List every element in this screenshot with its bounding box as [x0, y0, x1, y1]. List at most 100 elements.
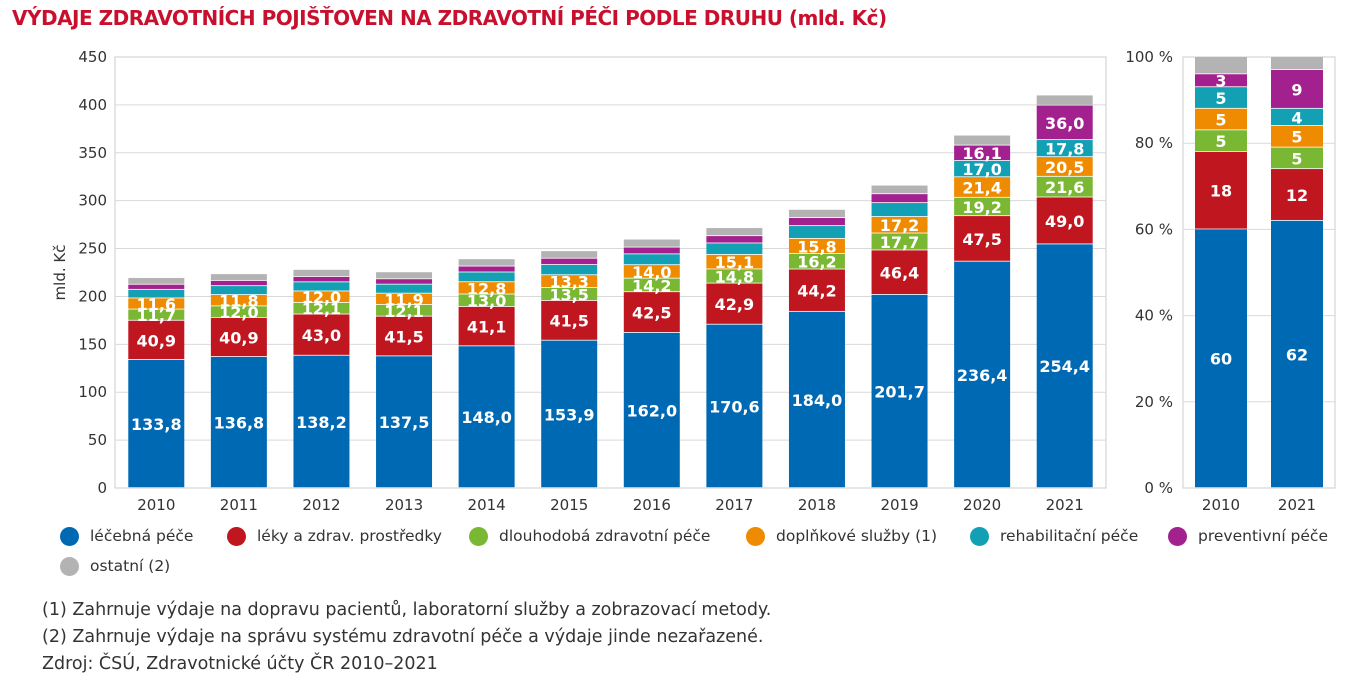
main-chart-bar-segment	[871, 250, 928, 295]
share-chart-data-label: 3	[1215, 72, 1226, 91]
main-chart-y-tick-label: 250	[78, 240, 107, 258]
main-chart-plot-frame	[114, 56, 1107, 489]
main-chart-bar-segment	[541, 258, 598, 265]
main-chart-bar-segment	[458, 259, 515, 266]
main-chart-bar-segment	[128, 320, 185, 360]
share-chart-bar-segment	[1195, 74, 1247, 87]
main-chart-data-label: 43,0	[302, 326, 341, 345]
main-chart-bar-segment	[706, 228, 763, 236]
main-chart-bar-segment	[706, 243, 763, 255]
main-chart-x-tick-label: 2014	[468, 496, 506, 514]
share-chart-bar-segment	[1271, 125, 1323, 147]
main-chart-data-label: 49,0	[1045, 212, 1084, 231]
legend-label: ostatní (2)	[90, 557, 171, 575]
main-chart-bar-segment	[871, 185, 928, 194]
legend-swatch	[970, 527, 989, 546]
share-chart-y-tick-label: 60 %	[1135, 220, 1173, 238]
main-chart-bar-segment	[541, 251, 598, 258]
main-chart-y-axis-label: mld. Kč	[51, 245, 69, 301]
share-chart-data-label: 4	[1291, 108, 1302, 127]
main-chart-data-label: 201,7	[874, 382, 925, 401]
legend-swatch	[60, 527, 79, 546]
footnote-2: (2) Zahrnuje výdaje na správu systému zd…	[42, 627, 764, 647]
legend-swatch	[227, 527, 246, 546]
main-chart-data-label: 138,2	[296, 413, 347, 432]
main-chart-data-label: 133,8	[131, 415, 182, 434]
main-chart-x-tick-label: 2020	[963, 496, 1001, 514]
main-chart-bar-segment	[293, 355, 350, 488]
main-chart-y-tick-label: 150	[78, 335, 107, 353]
main-chart-data-label: 41,1	[467, 318, 506, 337]
main-chart-data-label: 40,9	[219, 328, 258, 347]
main-chart-data-label: 153,9	[544, 405, 595, 424]
main-chart-x-tick-label: 2015	[550, 496, 588, 514]
main-chart-bar-segment	[210, 295, 267, 306]
main-chart-bar-segment	[623, 265, 680, 278]
share-chart-bar-segment	[1195, 229, 1247, 488]
share-chart-data-label: 5	[1215, 89, 1226, 108]
share-chart-bar-segment	[1195, 151, 1247, 229]
main-chart-bar-segment	[706, 283, 763, 324]
main-chart-data-label: 11,9	[384, 290, 423, 309]
main-chart-bar-segment	[541, 340, 598, 488]
main-chart-data-label: 16,1	[962, 144, 1001, 163]
share-chart-x-tick-label: 2021	[1278, 496, 1316, 514]
main-chart-y-tick-label: 200	[78, 287, 107, 305]
legend-label: doplňkové služby (1)	[776, 527, 938, 545]
main-chart-y-tick-label: 350	[78, 144, 107, 162]
main-chart-data-label: 13,5	[549, 285, 588, 304]
main-chart-bar-segment	[376, 316, 433, 356]
main-chart-data-label: 13,0	[467, 292, 506, 311]
main-chart-bar-segment	[458, 306, 515, 346]
main-chart-bar-segment	[128, 284, 185, 289]
main-chart-data-label: 184,0	[792, 391, 843, 410]
main-chart-x-tick-label: 2019	[880, 496, 918, 514]
main-chart-bar-segment	[623, 247, 680, 254]
main-chart-bar-segment	[458, 294, 515, 307]
main-chart-x-tick-label: 2010	[137, 496, 175, 514]
share-chart-data-label: 5	[1215, 110, 1226, 129]
main-chart-bar-segment	[1036, 176, 1093, 197]
main-chart-bar-segment	[623, 254, 680, 265]
share-chart-bar-segment	[1271, 220, 1323, 488]
main-chart-x-tick-label: 2011	[220, 496, 258, 514]
main-chart-bar-segment	[376, 356, 433, 488]
legend-label: dlouhodobá zdravotní péče	[499, 527, 711, 545]
main-chart-bar-segment	[293, 276, 350, 282]
share-chart-data-label: 9	[1291, 80, 1302, 99]
share-chart-bar-segment	[1195, 87, 1247, 108]
main-chart-bar-segment	[871, 203, 928, 217]
share-chart-bar-segment	[1271, 69, 1323, 108]
main-chart-bar-segment	[1036, 157, 1093, 176]
share-chart-x-tick-label: 2010	[1202, 496, 1240, 514]
footnote-1: (1) Zahrnuje výdaje na dopravu pacientů,…	[42, 600, 772, 620]
main-chart-bar-segment	[293, 302, 350, 314]
main-chart-bar-segment	[1036, 244, 1093, 488]
main-chart-y-tick-label: 300	[78, 192, 107, 210]
main-chart-y-tick-label: 50	[88, 431, 107, 449]
share-chart-data-label: 12	[1286, 186, 1308, 205]
main-chart-bar-segment	[1036, 197, 1093, 244]
main-chart-bar-segment	[376, 293, 433, 305]
main-chart-data-label: 16,2	[797, 253, 836, 272]
main-chart-bar-segment	[623, 239, 680, 247]
main-chart-bar-segment	[128, 309, 185, 320]
main-chart-data-label: 13,3	[549, 273, 588, 292]
share-chart-bar-segment	[1271, 169, 1323, 220]
main-chart-data-label: 11,7	[137, 306, 176, 325]
share-chart-data-label: 60	[1210, 350, 1232, 369]
main-chart-data-label: 15,1	[715, 253, 754, 272]
main-chart-bar-segment	[458, 266, 515, 272]
share-chart-y-tick-label: 20 %	[1135, 393, 1173, 411]
main-chart-bar-segment	[623, 278, 680, 292]
main-chart-data-label: 137,5	[379, 413, 430, 432]
main-chart-bar-segment	[788, 311, 845, 488]
main-chart-data-label: 19,2	[962, 198, 1001, 217]
main-chart-bar-segment	[541, 287, 598, 301]
main-chart-x-tick-label: 2017	[715, 496, 753, 514]
main-chart-bar-segment	[954, 216, 1011, 261]
main-chart-data-label: 14,0	[632, 263, 671, 282]
charts-canvas: 0 50 100 150 200 250 300 350 400 450 mld. Kč 133,8 4…	[51, 48, 1336, 514]
main-chart-data-label: 12,0	[302, 288, 341, 307]
main-chart-data-label: 41,5	[384, 327, 423, 346]
